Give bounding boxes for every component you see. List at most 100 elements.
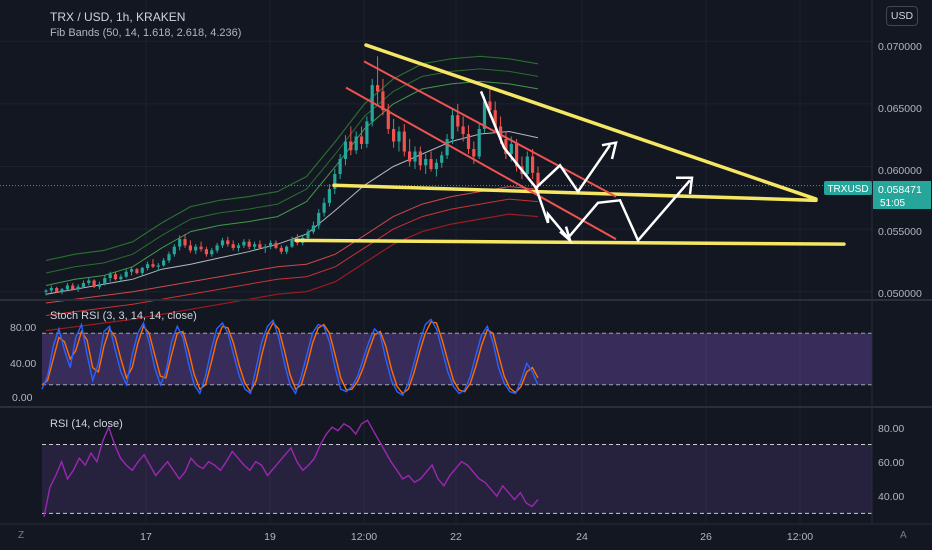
- candle-up: [178, 239, 182, 247]
- rsi-tick: 60.00: [878, 457, 904, 469]
- price-tick: 0.050000: [878, 288, 922, 300]
- candle-up: [44, 290, 48, 292]
- fib-band-upper-outer: [45, 55, 539, 261]
- candle-down: [499, 126, 503, 139]
- candle-down: [536, 172, 540, 186]
- candle-up: [397, 131, 401, 142]
- candle-up: [60, 289, 64, 292]
- candle-up: [317, 212, 321, 226]
- candle-up: [49, 288, 53, 291]
- stoch-k-line: [41, 318, 539, 397]
- candle-up: [210, 250, 214, 255]
- candle-up: [108, 274, 112, 278]
- trendline-middle: [332, 183, 818, 203]
- channel-upper: [363, 60, 617, 198]
- arrow-head-lower: [676, 176, 694, 195]
- auto-scale-corner[interactable]: A: [900, 530, 907, 541]
- candle-up: [124, 271, 128, 277]
- candle-up: [194, 246, 198, 251]
- candle-up: [167, 254, 171, 261]
- price-axis[interactable]: 0.070000 0.065000 0.060000 0.055000 0.05…: [878, 41, 922, 300]
- candle-up: [333, 174, 337, 189]
- candle-up: [306, 231, 310, 238]
- candle-down: [429, 159, 433, 169]
- projection-path-lower: [534, 179, 691, 243]
- candle-up: [445, 139, 449, 156]
- fib-band-upper: [45, 68, 539, 274]
- time-tick: 17: [140, 531, 152, 543]
- candle-down: [55, 288, 59, 292]
- rsi-axis: 80.00 60.00 40.00: [878, 423, 904, 503]
- stoch-rsi-panel[interactable]: [41, 318, 872, 397]
- candle-down: [488, 101, 492, 111]
- candle-up: [434, 162, 438, 170]
- candle-down: [376, 85, 380, 92]
- price-panel[interactable]: [0, 40, 872, 332]
- zoom-corner-left[interactable]: Z: [18, 530, 25, 541]
- candle-up: [146, 264, 150, 268]
- candle-up: [263, 246, 267, 248]
- candle-up: [343, 141, 348, 159]
- stoch-axis: 80.00 40.00 0.00: [10, 322, 36, 404]
- stoch-d-line: [41, 321, 539, 395]
- rsi-title[interactable]: RSI (14, close): [50, 418, 123, 430]
- candle-down: [349, 141, 353, 151]
- candle-down: [472, 149, 476, 157]
- candle-up: [477, 129, 481, 157]
- candle-down: [402, 131, 406, 152]
- candle-up: [97, 284, 102, 287]
- price-badge-bg: [873, 181, 931, 209]
- candle-down: [151, 264, 155, 267]
- candle-down: [188, 245, 192, 251]
- candle-up: [81, 283, 85, 287]
- candle-up: [162, 260, 166, 266]
- fib-band-upper-inner: [45, 80, 539, 286]
- time-tick: 24: [576, 531, 588, 543]
- price-tick: 0.055000: [878, 226, 922, 238]
- candle-down: [359, 136, 364, 144]
- time-axis[interactable]: 17 19 12:00 22 24 26 12:00: [140, 531, 813, 543]
- currency-button[interactable]: USD: [886, 6, 918, 26]
- candle-up: [236, 245, 241, 248]
- candle-down: [135, 269, 139, 273]
- arrow-head-upper: [601, 141, 618, 160]
- symbol-title[interactable]: TRX / USD, 1h, KRAKEN: [50, 10, 186, 24]
- candle-up: [103, 278, 107, 285]
- candle-up: [269, 242, 273, 247]
- candle-down: [258, 244, 262, 248]
- channel-lower: [345, 86, 617, 241]
- candle-down: [71, 285, 75, 290]
- candle-up: [285, 246, 289, 252]
- candle-up: [242, 241, 246, 246]
- time-tick: 22: [450, 531, 462, 543]
- candle-down: [493, 110, 497, 127]
- price-tick: 0.065000: [878, 103, 922, 115]
- candle-up: [338, 159, 342, 174]
- candle-up: [87, 280, 91, 283]
- rsi-band-fill: [42, 444, 872, 514]
- rsi-panel[interactable]: [42, 419, 872, 517]
- candle-down: [204, 249, 208, 255]
- trendline-support: [294, 238, 846, 246]
- candle-down: [392, 129, 396, 142]
- candle-up: [482, 101, 487, 129]
- candle-up: [172, 246, 176, 255]
- candle-down: [504, 139, 508, 154]
- price-label: 0.058471: [878, 184, 922, 196]
- candle-down: [531, 156, 535, 173]
- candle-up: [365, 121, 369, 144]
- ticker-label: TRXUSD: [827, 184, 868, 195]
- ticker-badge-bg: [824, 181, 872, 195]
- candle-down: [183, 239, 187, 246]
- fib-bands: [45, 55, 539, 332]
- stoch-band-fill: [42, 333, 872, 385]
- candle-up: [290, 239, 294, 247]
- indicator-title[interactable]: Fib Bands (50, 14, 1.618, 2.618, 4.236): [50, 27, 242, 39]
- stoch-rsi-title[interactable]: Stoch RSI (3, 3, 14, 14, close): [50, 310, 197, 322]
- candle-up: [354, 136, 358, 151]
- candle-up: [130, 269, 134, 272]
- candle-up: [322, 202, 326, 213]
- candle-up: [220, 240, 225, 246]
